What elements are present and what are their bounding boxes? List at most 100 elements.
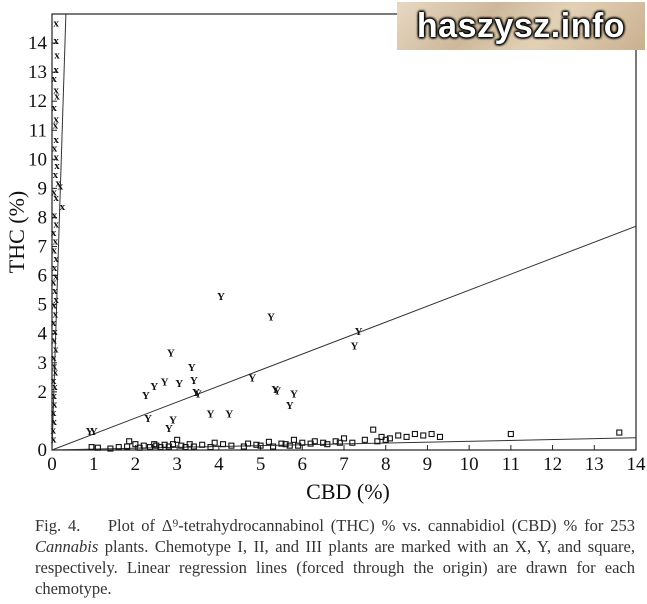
square-marker [270,443,277,450]
caption-italic: Cannabis [35,537,99,556]
x-marker: x [53,169,59,181]
square-marker [228,442,235,449]
x-marker: x [51,425,57,437]
y-marker: Y [290,388,298,400]
square-marker [299,439,306,446]
y-marker: Y [194,388,202,400]
y-marker: Y [161,377,169,389]
x-marker: x [53,271,59,283]
y-tick-label: 0 [38,440,48,461]
square-marker [290,436,297,443]
x-marker: x [53,367,59,379]
regression-line-square [51,437,637,451]
x-marker: x [51,390,57,402]
square-marker [320,439,327,446]
x-marker: x [51,244,57,256]
x-marker: x [53,18,59,30]
x-marker: x [53,192,59,204]
x-marker: x [53,35,59,47]
y-tick-label: 2 [38,382,48,403]
x-marker: x [52,381,58,393]
figure-caption: Fig. 4. Plot of Δ⁹-tetrahydrocannabinol … [35,515,635,599]
x-marker: x [53,85,59,97]
square-marker [616,429,623,436]
square-marker [311,438,318,445]
x-marker: x [51,227,57,239]
square-marker [207,444,214,451]
x-marker: x [52,326,58,338]
caption-text-2: plants. Chemotype I, II, and III plants … [35,537,635,598]
y-tick-label: 9 [38,178,48,199]
y-marker: Y [188,362,196,374]
square-marker [94,444,101,451]
plot-frame [51,13,637,451]
x-marker: x [54,160,60,172]
y-marker: Y [175,378,183,390]
square-marker [115,444,122,451]
square-marker [174,436,181,443]
x-tick-label: 10 [460,454,479,475]
y-tick-label: 6 [38,266,48,287]
x-tick-label: 2 [131,454,141,475]
x-marker: x [53,294,59,306]
x-marker: x [54,90,60,102]
x-marker: x [51,416,57,428]
x-marker: x [51,407,57,419]
x-marker: x [53,236,59,248]
y-marker: Y [165,423,173,435]
square-marker [245,440,252,447]
square-marker [395,432,402,439]
y-tick-label: 4 [38,324,48,345]
square-marker [153,442,160,449]
regression-lines [51,13,637,451]
y-marker: Y [273,385,281,397]
x-marker: x [56,178,62,190]
square-marker [211,439,218,446]
x-tick-label: 3 [172,454,182,475]
x-marker: x [51,102,57,114]
plot-border [51,13,637,451]
x-axis-title: CBD (%) [306,479,390,504]
square-marker [278,440,285,447]
x-tick-label: 8 [381,454,391,475]
square-marker [219,441,227,448]
y-marker: Y [144,413,152,425]
regression-line-x [51,13,67,451]
y-tick-label: 5 [38,295,48,316]
x-marker: x [51,317,57,329]
y-marker: Y [190,375,198,387]
caption-text-1: Plot of Δ⁹-tetrahydrocannabinol (THC) % … [107,516,635,535]
x-marker: x [53,151,59,163]
y-marker: Y [90,426,98,438]
x-marker: x [51,335,57,347]
square-marker [257,442,264,449]
square-marker [282,441,289,448]
square-marker [420,432,427,439]
square-marker [507,430,514,438]
scatter-chart: 0 1 2 3 4 5 6 7 8 9 10 11 12 13 140234567891011121314 … [4,13,647,504]
y-marker: Y [169,414,177,426]
x-marker: x [51,73,57,85]
y-marker: Y [350,340,358,352]
y-marker: Y [286,400,294,412]
y-tick-label: 10 [28,149,47,170]
x-tick-label: 12 [543,454,562,475]
y-marker: Y [167,348,175,360]
y-tick-label: 3 [38,353,48,374]
x-tick-label: 6 [298,454,308,475]
y-tick-label: 11 [29,120,47,141]
x-tick-label: 4 [214,454,224,475]
x-tick-label: 0 [47,454,57,475]
square-marker [436,433,443,440]
x-tick-label: 11 [502,454,520,475]
x-marker: x [53,253,59,265]
x-tick-label: 14 [627,454,647,475]
x-marker: x [52,262,58,274]
square-marker [336,439,343,446]
x-marker: x [53,134,59,146]
square-marker [286,442,293,449]
x-marker: x [52,361,58,373]
x-tick-label: 7 [339,454,349,475]
x-marker: x [53,308,59,320]
square-marker [403,433,410,440]
